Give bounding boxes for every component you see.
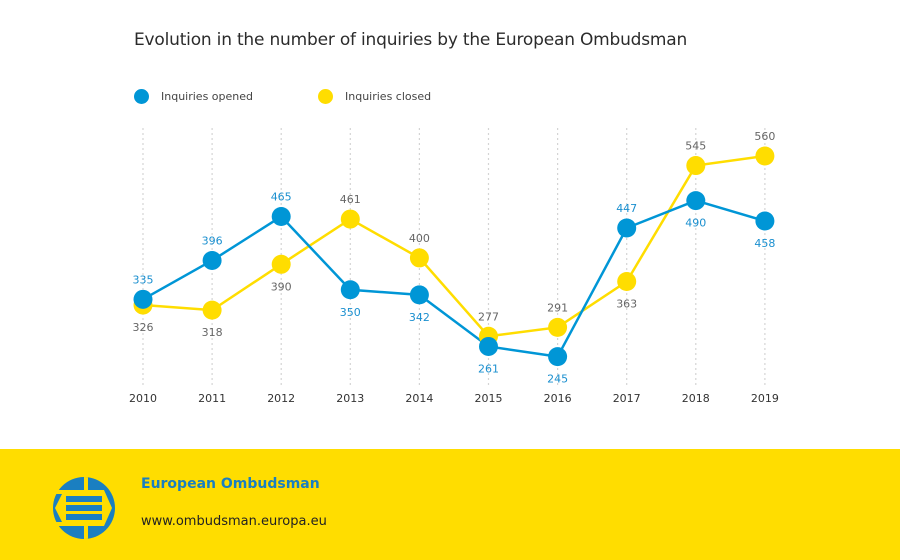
footer-banner: European Ombudsman www.ombudsman.europa.… [0, 449, 900, 560]
data-point-closed [686, 156, 706, 176]
data-label-opened: 342 [409, 311, 430, 324]
x-tick-label: 2010 [129, 392, 157, 405]
data-point-closed [409, 248, 429, 268]
data-label-opened: 245 [547, 373, 568, 386]
data-label-opened: 261 [478, 362, 499, 375]
data-point-opened [755, 211, 775, 231]
data-point-opened [409, 285, 429, 305]
data-label-closed: 291 [547, 301, 568, 314]
data-label-closed: 363 [616, 297, 637, 310]
data-point-closed [340, 209, 360, 229]
website-link[interactable]: www.ombudsman.europa.eu [141, 514, 327, 529]
data-point-closed [617, 271, 637, 291]
data-point-opened [548, 347, 568, 367]
data-point-opened [340, 280, 360, 300]
data-label-closed: 400 [409, 232, 430, 245]
data-label-opened: 490 [685, 217, 706, 230]
data-point-closed [202, 300, 222, 320]
organization-name: European Ombudsman [141, 476, 320, 492]
data-label-opened: 458 [754, 237, 775, 250]
legend-item-closed: Inquiries closed [318, 89, 431, 104]
data-point-opened [617, 218, 637, 238]
data-label-closed: 277 [478, 310, 499, 323]
legend-marker-opened [134, 89, 149, 104]
data-label-closed: 545 [685, 140, 706, 153]
chart-title: Evolution in the number of inquiries by … [134, 30, 688, 50]
data-label-closed: 318 [202, 326, 223, 339]
data-label-opened: 335 [133, 273, 154, 286]
data-label-closed: 560 [754, 130, 775, 143]
data-label-opened: 350 [340, 306, 361, 319]
european-ombudsman-logo-icon [53, 477, 115, 539]
data-point-opened [686, 191, 706, 211]
x-tick-label: 2011 [198, 392, 226, 405]
data-label-closed: 326 [133, 321, 154, 334]
x-tick-label: 2013 [336, 392, 364, 405]
data-label-opened: 447 [616, 202, 637, 215]
x-tick-label: 2014 [405, 392, 433, 405]
x-tick-label: 2019 [751, 392, 779, 405]
series-line-closed [142, 154, 766, 338]
x-tick-label: 2018 [682, 392, 710, 405]
data-point-closed [271, 254, 291, 274]
legend-item-opened: Inquiries opened [134, 89, 253, 104]
x-tick-label: 2017 [613, 392, 641, 405]
series-line-opened [142, 199, 766, 359]
data-label-closed: 390 [271, 280, 292, 293]
data-label-opened: 396 [202, 234, 223, 247]
data-point-opened [133, 289, 153, 309]
x-tick-label: 2016 [544, 392, 572, 405]
x-tick-label: 2012 [267, 392, 295, 405]
data-label-closed: 461 [340, 193, 361, 206]
data-label-opened: 465 [271, 191, 292, 204]
data-point-closed [548, 317, 568, 337]
data-point-opened [479, 336, 498, 356]
legend-label-opened: Inquiries opened [161, 90, 254, 103]
data-point-opened [271, 207, 291, 227]
chart-plot: 2010 2011 2012 2013 2014 2015 2016 2017 2018 2019… [129, 128, 779, 405]
legend-label-closed: Inquiries closed [345, 90, 432, 103]
legend-marker-closed [318, 89, 333, 104]
x-tick-label: 2015 [475, 392, 503, 405]
data-point-closed [755, 146, 775, 166]
data-point-opened [202, 250, 222, 270]
